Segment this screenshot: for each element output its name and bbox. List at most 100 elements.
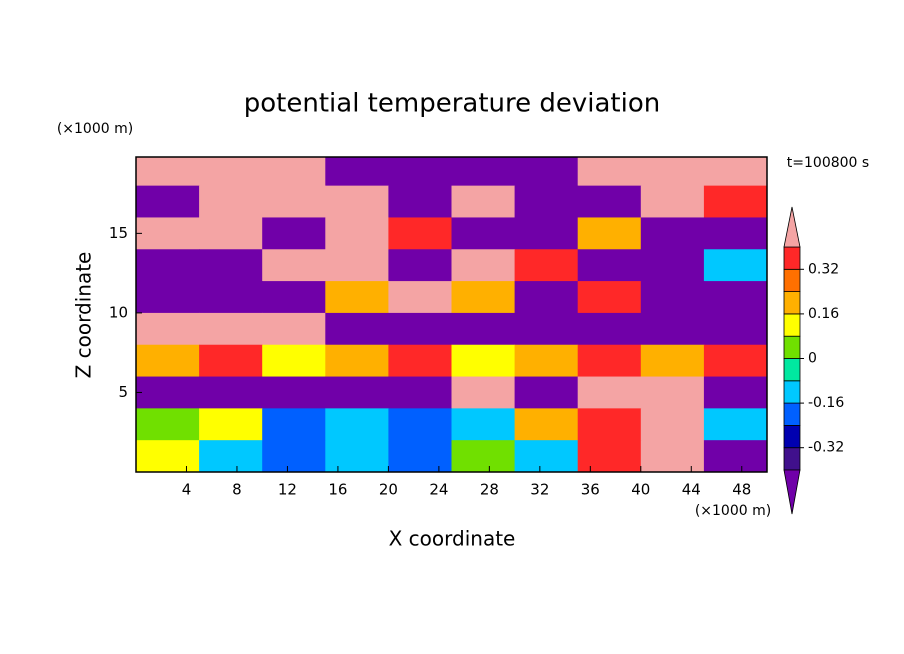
contour-cell [388,312,452,346]
contour-cell [703,281,768,314]
contour-cell [451,440,516,473]
contour-cell [262,408,326,441]
colorbar-box [783,246,801,270]
contour-cell [199,440,263,473]
contour-cell [388,408,452,441]
y-tick-label: 5 [118,383,128,401]
contour-cell [199,281,263,314]
colorbar-tick-label: -0.16 [808,395,844,411]
contour-cell [577,281,642,314]
colorbar-top-arrow [783,206,801,248]
contour-cell [325,440,389,473]
contour-cell [136,217,200,250]
contour-cell [640,249,705,282]
colorbar-tick-label: 0 [808,351,817,367]
contour-cell [325,217,389,250]
contour-cell [703,249,768,282]
x-tick-label: 20 [379,481,398,499]
contour-cell [325,312,389,346]
contour-cell [199,217,263,250]
contour-cell [703,408,768,441]
contour-cell [136,185,200,218]
contour-cell [262,344,326,378]
contour-cell [451,249,516,282]
contour-cell [262,185,326,218]
colorbar-box [783,291,801,315]
colorbar-box [783,447,801,471]
contour-cell [262,249,326,282]
contour-cell [577,376,642,409]
colorbar-box [783,335,801,359]
contour-cell [325,281,389,314]
contour-cell [703,376,768,409]
colorbar-box [783,380,801,404]
contour-cell [577,185,642,218]
contour-cell [577,344,642,378]
contour-cell [388,440,452,473]
contour-cell [199,408,263,441]
contour-cell [325,185,389,218]
contour-cell [640,440,705,473]
contour-cell [325,249,389,282]
annotation: t=100800 s [787,155,869,171]
contour-cell [640,344,705,378]
contour-cell [703,185,768,218]
contour-cell [262,281,326,314]
contour-cell [199,157,263,187]
contour-cell [640,281,705,314]
contour-cell [514,408,579,441]
contour-cell [703,440,768,473]
contour-cell [577,157,642,187]
x-tick-label: 32 [530,481,549,499]
contour-cell [640,376,705,409]
contour-cell [136,440,200,473]
contour-cell [262,440,326,473]
contour-cell [640,157,705,187]
x-tick-label: 12 [278,481,297,499]
y-unit: (×1000 m) [57,121,133,137]
contour-cell [514,249,579,282]
contour-cell [577,408,642,441]
contour-cell [262,312,326,346]
contour-cell [199,185,263,218]
contour-cell [703,344,768,378]
contour-cell [451,408,516,441]
contour-cell [136,344,200,378]
contour-cell [136,157,200,187]
colorbar-box [783,358,801,382]
contour-cell [451,376,516,409]
contour-cell [136,249,200,282]
x-axis-label: X coordinate [389,527,516,551]
contour-cell [514,440,579,473]
colorbar-tick-label: 0.32 [808,261,839,277]
x-tick-label: 40 [631,481,650,499]
x-tick-label: 48 [732,481,751,499]
contour-cell [514,281,579,314]
contour-cell [136,281,200,314]
y-tick-label: 10 [109,303,128,321]
x-tick-label: 28 [480,481,499,499]
contour-cell [262,157,326,187]
contour-cell [262,217,326,250]
contour-cell [136,408,200,441]
contour-cell [703,312,768,346]
contour-cell [388,249,452,282]
x-tick-label: 36 [581,481,600,499]
contour-cell [703,217,768,250]
contour-cell [199,376,263,409]
contour-cell [388,157,452,187]
contour-cell [640,408,705,441]
colorbar-box [783,313,801,337]
contour-cell [451,281,516,314]
contour-cell [199,344,263,378]
colorbar-box [783,268,801,292]
colorbar-tick-label: 0.16 [808,306,839,322]
x-tick-label: 4 [182,481,192,499]
colorbar-bottom-arrow [783,469,801,515]
contour-cell [514,217,579,250]
contour-cell [451,344,516,378]
contour-cell [514,157,579,187]
contour-cell [136,376,200,409]
contour-cell [451,217,516,250]
